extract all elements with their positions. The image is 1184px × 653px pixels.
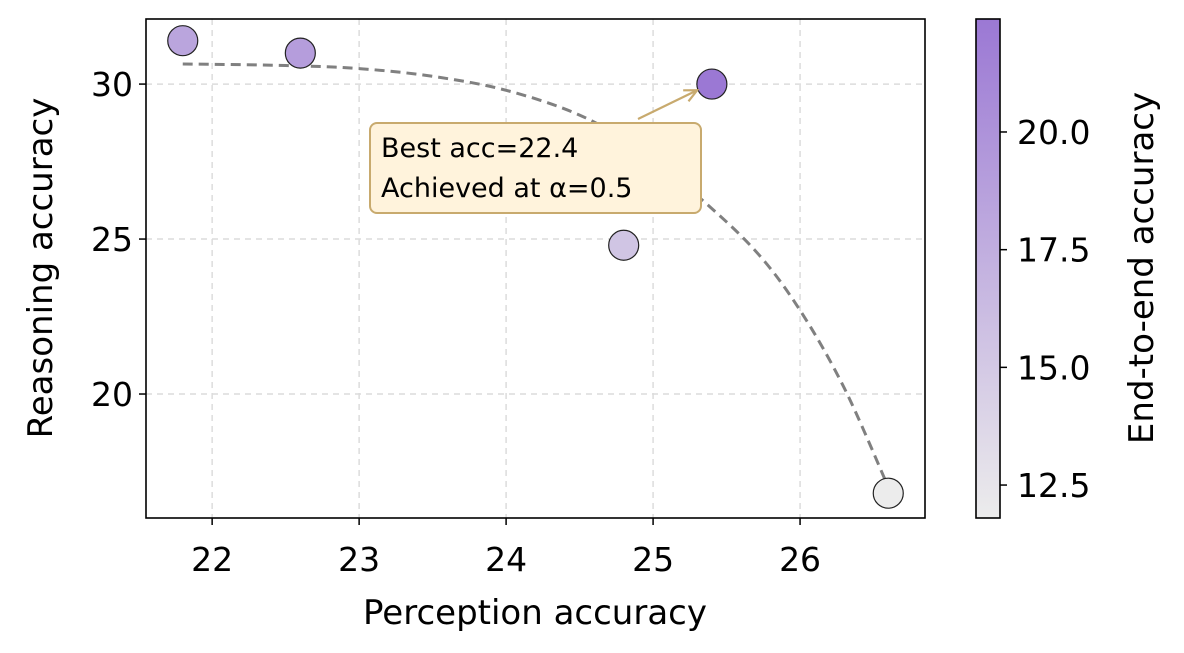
colorbar-tick-label: 15.0 <box>1017 348 1090 387</box>
y-tick-label: 30 <box>91 65 133 104</box>
data-point <box>608 229 640 261</box>
annotation-line-2: Achieved at α=0.5 <box>381 173 632 204</box>
y-tick-label: 25 <box>91 220 133 259</box>
axis-ticks: 22 23 24 25 26 20 25 30 <box>91 65 821 579</box>
colorbar-gradient <box>975 18 1001 519</box>
x-tick-label: 24 <box>485 540 527 579</box>
annotation-line-1: Best acc=22.4 <box>381 133 578 164</box>
colorbar-tick-label: 17.5 <box>1017 231 1090 270</box>
colorbar-tick-label: 20.0 <box>1017 113 1090 152</box>
annotation-arrowhead <box>683 89 700 102</box>
annotation-box <box>369 122 702 214</box>
data-point <box>872 477 904 509</box>
data-point <box>167 25 199 57</box>
trend-curve <box>182 62 890 488</box>
colorbar-tick-label: 12.5 <box>1017 466 1090 505</box>
data-points <box>167 25 904 509</box>
data-point <box>696 68 728 100</box>
x-tick-label: 26 <box>779 540 821 579</box>
colorbar-ticks: 12.5 15.0 17.5 20.0 <box>1000 113 1090 505</box>
grid <box>146 19 925 518</box>
annotation-arrow <box>637 89 698 120</box>
x-tick-label: 23 <box>338 540 380 579</box>
y-axis-title: Reasoning accuracy <box>21 98 61 439</box>
x-axis-title: Perception accuracy <box>363 593 707 633</box>
y-tick-label: 20 <box>91 375 133 414</box>
colorbar-title: End-to-end accuracy <box>1122 92 1162 444</box>
plot-frame <box>145 18 926 519</box>
colorbar: 12.5 15.0 17.5 20.0 End-to-end accuracy <box>975 18 1162 519</box>
annotation: Best acc=22.4 Achieved at α=0.5 <box>369 89 702 214</box>
x-tick-label: 25 <box>632 540 674 579</box>
data-point <box>284 37 316 69</box>
x-tick-label: 22 <box>191 540 233 579</box>
